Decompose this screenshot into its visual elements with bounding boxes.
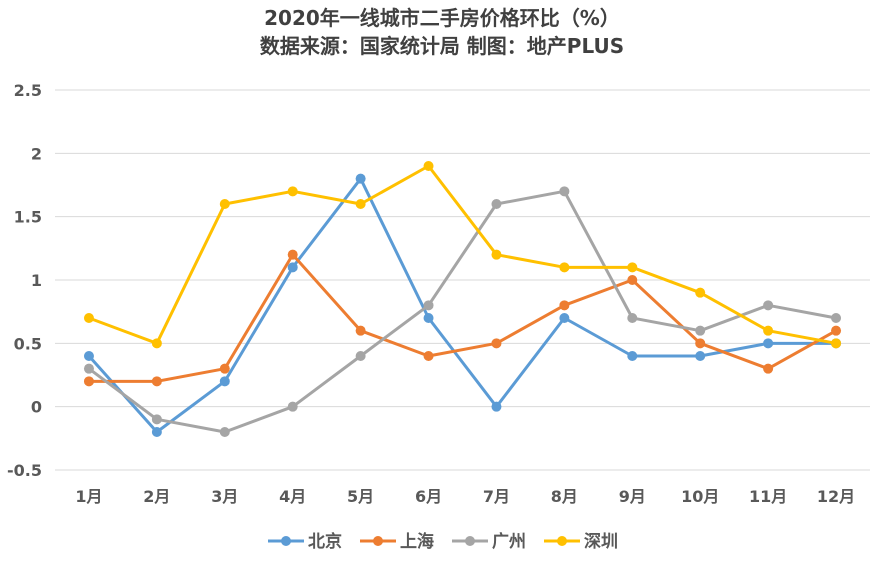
data-point <box>83 376 94 387</box>
data-point <box>219 376 230 387</box>
y-tick-label: 2 <box>31 144 42 163</box>
data-point <box>763 338 774 349</box>
data-point <box>695 338 706 349</box>
y-tick-label: 1 <box>31 271 42 290</box>
y-tick-label: 1.5 <box>14 208 42 227</box>
data-point <box>627 351 638 361</box>
data-point <box>491 338 502 349</box>
data-point <box>219 199 230 209</box>
data-point <box>151 427 162 437</box>
data-point <box>355 199 366 209</box>
x-tick-label: 7月 <box>483 487 510 506</box>
data-point <box>559 186 570 197</box>
data-point <box>763 300 774 311</box>
data-point <box>763 325 774 336</box>
data-point <box>355 351 366 361</box>
series-1 <box>83 173 842 437</box>
data-point <box>695 325 706 336</box>
y-tick-label: 0 <box>31 398 42 417</box>
data-point <box>491 199 502 209</box>
data-point <box>219 427 230 437</box>
data-point <box>831 338 842 349</box>
series-lines <box>83 161 842 437</box>
legend-swatch-marker <box>557 536 567 546</box>
data-point <box>151 338 162 349</box>
y-tick-label: 0.5 <box>14 334 42 353</box>
legend-label: 上海 <box>400 531 434 552</box>
y-axis-tick-labels: -0.5 0 0.5 1 1.5 2 2.5 <box>7 81 42 480</box>
x-tick-label: 3月 <box>211 487 238 506</box>
legend-label: 深圳 <box>584 531 618 552</box>
legend-swatch-marker <box>465 536 475 546</box>
data-point <box>627 313 638 323</box>
x-tick-label: 11月 <box>749 487 787 506</box>
legend-item: 北京 <box>268 531 342 552</box>
data-point <box>423 161 434 171</box>
data-point <box>627 262 638 273</box>
x-tick-label: 5月 <box>347 487 374 506</box>
x-axis-tick-labels: 1月 2月 3月 4月 5月 6月 7月 8月 9月 10月 11月 12月 <box>75 487 855 506</box>
data-point <box>287 262 298 273</box>
legend-item: 广州 <box>452 531 526 552</box>
legend-swatch-marker <box>373 536 383 546</box>
data-point <box>423 313 434 323</box>
x-tick-label: 9月 <box>619 487 646 506</box>
data-point <box>627 275 638 285</box>
data-point <box>559 300 570 311</box>
legend-swatch-marker <box>281 536 291 546</box>
data-point <box>151 414 162 425</box>
data-point <box>423 300 434 311</box>
data-point <box>151 376 162 387</box>
data-point <box>355 173 366 184</box>
data-point <box>559 313 570 323</box>
x-tick-label: 2月 <box>143 487 170 506</box>
data-point <box>695 287 706 298</box>
data-point <box>287 249 298 260</box>
data-point <box>83 363 94 374</box>
data-point <box>831 325 842 336</box>
legend-item: 深圳 <box>544 531 618 552</box>
data-point <box>423 351 434 361</box>
data-point <box>287 186 298 197</box>
x-tick-label: 4月 <box>279 487 306 506</box>
series-line <box>87 253 838 383</box>
x-tick-label: 12月 <box>817 487 855 506</box>
data-point <box>695 351 706 361</box>
legend-label: 北京 <box>308 531 342 552</box>
data-point <box>763 363 774 374</box>
series-line <box>87 164 838 345</box>
y-tick-label: 2.5 <box>14 81 42 100</box>
x-tick-label: 1月 <box>75 487 102 506</box>
data-point <box>831 313 842 323</box>
chart-title: 2020年一线城市二手房价格环比（%） <box>264 6 620 30</box>
x-tick-label: 8月 <box>551 487 578 506</box>
x-tick-label: 6月 <box>415 487 442 506</box>
chart-subtitle: 数据来源：国家统计局 制图：地产PLUS <box>259 34 625 58</box>
data-point <box>355 325 366 336</box>
series-3 <box>83 186 842 437</box>
series-line <box>87 177 838 434</box>
data-point <box>83 313 94 323</box>
legend: 北京 上海 广州 深圳 <box>268 531 618 552</box>
series-2 <box>83 249 842 387</box>
y-tick-label: -0.5 <box>7 461 42 480</box>
legend-label: 广州 <box>492 531 526 552</box>
data-point <box>559 262 570 273</box>
data-point <box>491 401 502 412</box>
legend-item: 上海 <box>360 531 434 552</box>
data-point <box>491 249 502 260</box>
data-point <box>83 351 94 361</box>
data-point <box>219 363 230 374</box>
data-point <box>287 401 298 412</box>
x-tick-label: 10月 <box>681 487 719 506</box>
chart-title-block: 2020年一线城市二手房价格环比（%） 数据来源：国家统计局 制图：地产PLUS <box>0 4 884 60</box>
grid-lines <box>55 89 870 471</box>
series-line <box>87 189 838 434</box>
series-4 <box>83 161 842 349</box>
